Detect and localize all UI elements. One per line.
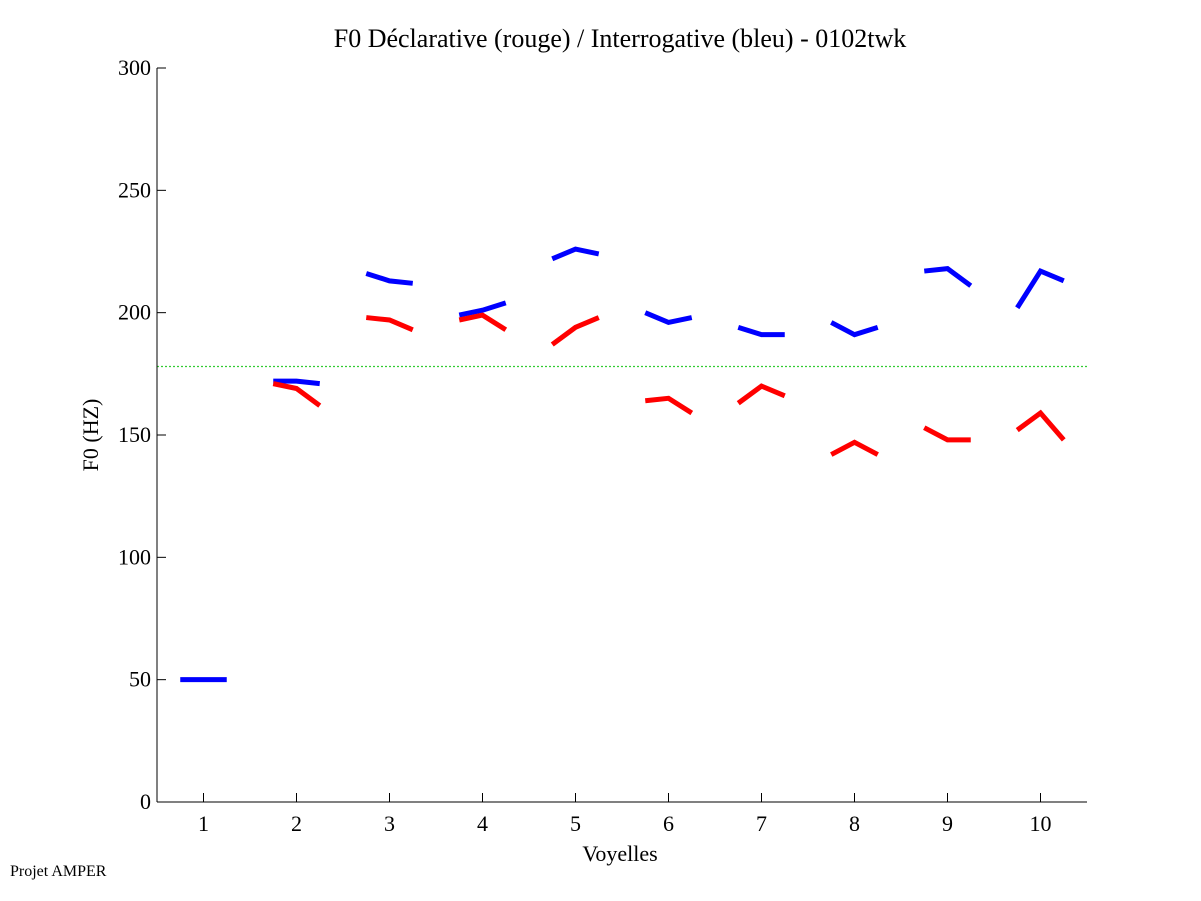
interrogative-segment-3 bbox=[365, 271, 414, 286]
x-tick-label-6: 6 bbox=[663, 811, 674, 836]
x-tick-label-5: 5 bbox=[570, 811, 581, 836]
x-tick-label-1: 1 bbox=[198, 811, 209, 836]
declarative-segment-5 bbox=[644, 395, 694, 416]
plot-area bbox=[157, 246, 1087, 683]
x-tick-label-3: 3 bbox=[384, 811, 395, 836]
interrogative-segment-4 bbox=[458, 300, 507, 318]
interrogative-segment-10 bbox=[1015, 267, 1065, 310]
y-tick-label-50: 50 bbox=[129, 667, 151, 692]
footer-label: Projet AMPER bbox=[10, 863, 107, 880]
y-tick-label-250: 250 bbox=[118, 177, 151, 202]
y-tick-label-0: 0 bbox=[140, 789, 151, 814]
declarative-segment-2 bbox=[365, 315, 414, 333]
declarative-segment-8 bbox=[923, 425, 971, 443]
interrogative-segment-8 bbox=[830, 320, 879, 338]
axes: 0 50 100 150 200 250 300 1 2 3 4 5 6 7 8 9 10 bbox=[118, 55, 1087, 836]
x-axis-label: Voyelles bbox=[582, 841, 657, 866]
declarative-segment-6 bbox=[736, 383, 786, 406]
y-axis-label: F0 (HZ) bbox=[78, 399, 103, 472]
y-tick-label-200: 200 bbox=[118, 300, 151, 325]
x-tick-label-10: 10 bbox=[1030, 811, 1052, 836]
x-tick-label-4: 4 bbox=[477, 811, 488, 836]
interrogative-segment-9 bbox=[923, 266, 973, 288]
x-tick-label-7: 7 bbox=[756, 811, 767, 836]
y-tick-label-150: 150 bbox=[118, 422, 151, 447]
chart-title: F0 Déclarative (rouge) / Interrogative (… bbox=[334, 24, 907, 53]
interrogative-segment-2 bbox=[273, 378, 321, 387]
x-tick-label-2: 2 bbox=[291, 811, 302, 836]
declarative-segment-9 bbox=[1015, 409, 1066, 442]
interrogative-segment-5 bbox=[551, 246, 600, 262]
x-tick-label-8: 8 bbox=[849, 811, 860, 836]
interrogative-segment-7 bbox=[737, 324, 785, 338]
y-tick-label-300: 300 bbox=[118, 55, 151, 80]
declarative-segment-7 bbox=[830, 439, 879, 457]
declarative-segment-3 bbox=[458, 312, 508, 332]
x-tick-label-9: 9 bbox=[942, 811, 953, 836]
declarative-segment-4 bbox=[550, 315, 600, 347]
declarative-segment-1 bbox=[272, 381, 322, 408]
interrogative-segment-6 bbox=[644, 310, 693, 326]
y-tick-label-100: 100 bbox=[118, 544, 151, 569]
